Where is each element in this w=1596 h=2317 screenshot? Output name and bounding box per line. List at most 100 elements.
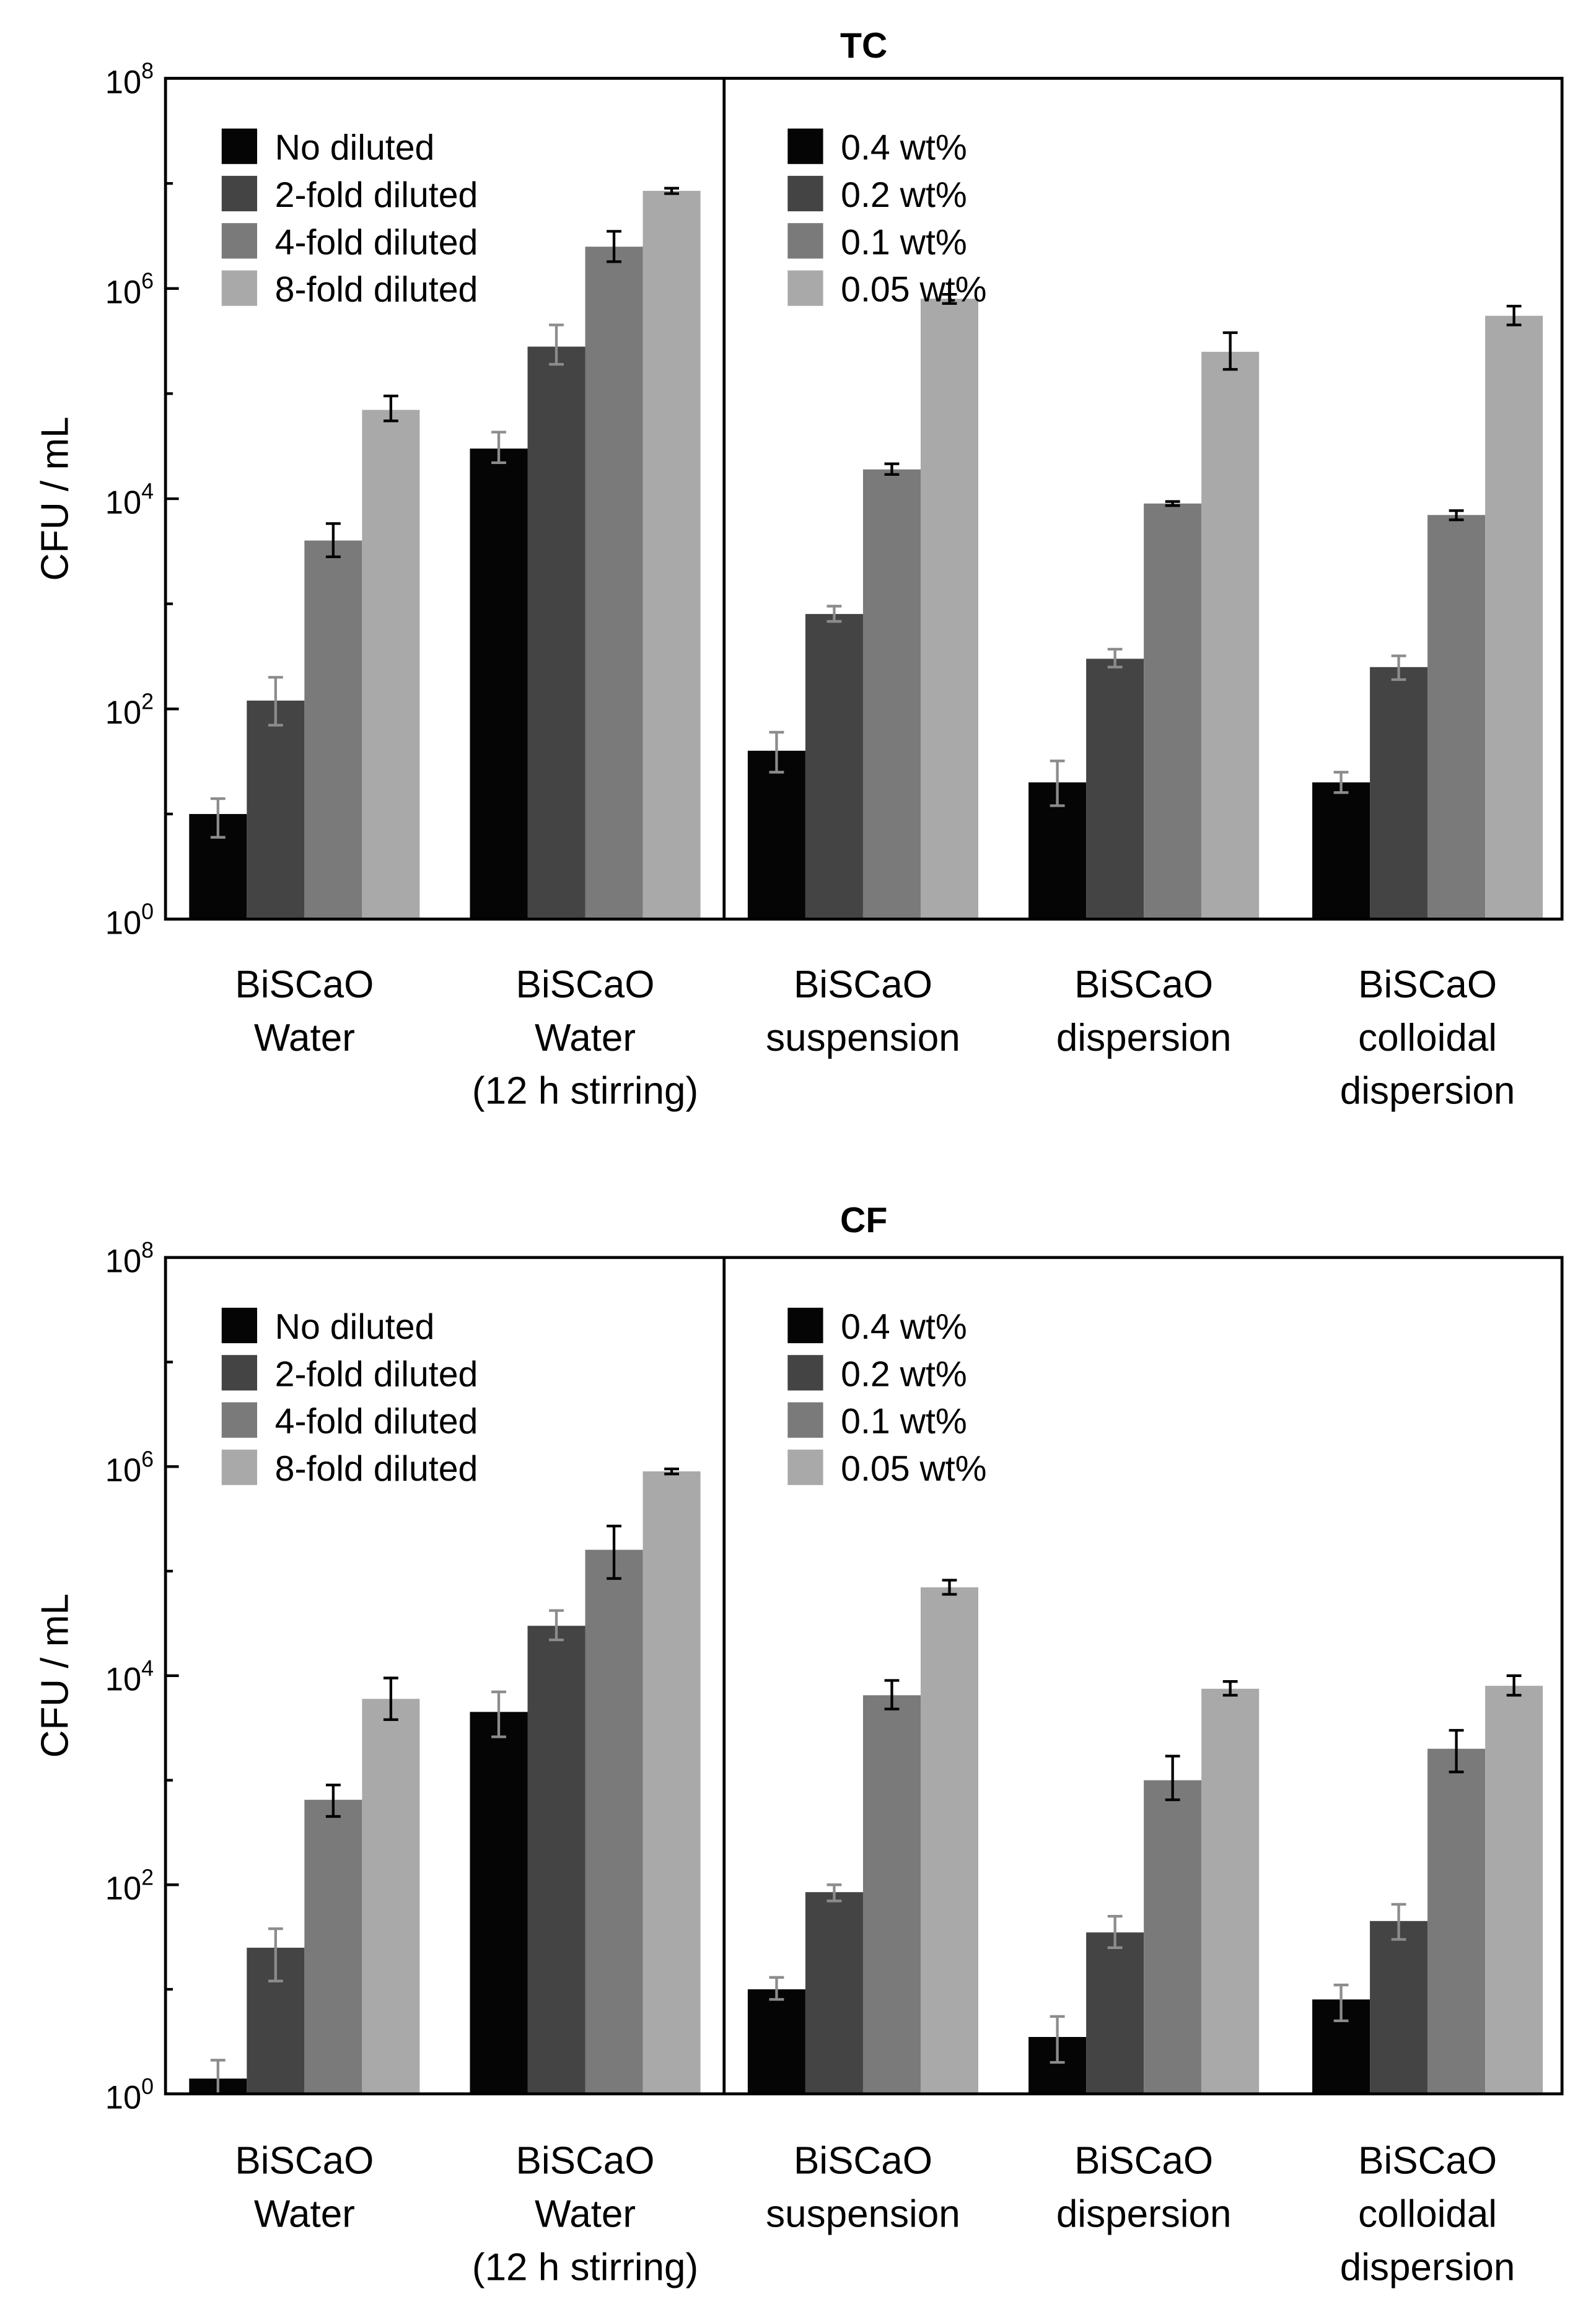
y-tick-label: 100: [105, 900, 154, 942]
panel-title: TC: [840, 26, 887, 66]
bar: [1312, 782, 1370, 919]
category-label: dispersion: [1340, 1070, 1515, 1113]
legend-swatch: [787, 128, 823, 164]
y-tick-label: 104: [105, 479, 154, 521]
bar: [747, 1989, 805, 2094]
category-label: BiSCaO: [516, 2140, 655, 2183]
legend-label: 4-fold diluted: [275, 222, 478, 262]
bar: [1485, 315, 1543, 919]
legend-swatch: [787, 1355, 823, 1391]
category-label: dispersion: [1340, 2246, 1515, 2289]
legend-label: 4-fold diluted: [275, 1402, 478, 1442]
category-label: Water: [535, 1017, 636, 1059]
bar: [805, 614, 863, 919]
bar: [747, 750, 805, 919]
legend-swatch: [221, 223, 258, 259]
category-label: BiSCaO: [1074, 2140, 1213, 2183]
legend-label: 0.4 wt%: [841, 1307, 967, 1347]
bar: [585, 1549, 643, 2094]
legend-label: 8-fold diluted: [275, 270, 478, 310]
category-label: BiSCaO: [235, 2140, 374, 2183]
legend-swatch: [221, 128, 258, 164]
category-label: BiSCaO: [794, 2140, 932, 2183]
bar: [642, 191, 701, 919]
bar: [1427, 515, 1486, 919]
y-axis-label: CFU / mL: [34, 1593, 77, 1758]
legend-label: 0.05 wt%: [841, 1449, 986, 1489]
bar: [1086, 659, 1144, 919]
bar: [470, 449, 528, 919]
legend-swatch: [221, 1355, 258, 1391]
bar: [1144, 1780, 1202, 2094]
category-label: Water: [254, 2192, 355, 2235]
category-label: dispersion: [1056, 1017, 1232, 1059]
legend-label: 8-fold diluted: [275, 1449, 478, 1489]
legend-swatch: [787, 1402, 823, 1438]
bar: [862, 469, 921, 919]
legend-swatch: [787, 1449, 823, 1486]
bar: [920, 1587, 978, 2094]
bar: [304, 540, 362, 919]
bar: [1086, 1932, 1144, 2094]
legend-swatch: [221, 1307, 258, 1344]
category-label: BiSCaO: [1358, 2140, 1497, 2183]
y-axis-label: CFU / mL: [34, 416, 77, 580]
legend-swatch: [787, 1307, 823, 1344]
bar: [1201, 351, 1260, 919]
category-label: suspension: [766, 1017, 960, 1059]
legend-label: 2-fold diluted: [275, 175, 478, 215]
legend-label: 0.05 wt%: [841, 270, 986, 310]
legend-label: 0.2 wt%: [841, 175, 967, 215]
panel-title: CF: [840, 1201, 887, 1240]
category-label: colloidal: [1358, 2192, 1497, 2235]
y-tick-label: 100: [105, 2074, 154, 2116]
legend-label: 0.4 wt%: [841, 128, 967, 168]
bar: [1370, 667, 1428, 919]
category-label: BiSCaO: [235, 963, 374, 1006]
category-label: BiSCaO: [516, 963, 655, 1006]
category-label: Water: [535, 2192, 636, 2235]
bar: [470, 1712, 528, 2094]
bar: [304, 1800, 362, 2094]
legend-swatch: [787, 270, 823, 306]
y-tick-label: 108: [105, 58, 154, 100]
legend-label: 0.2 wt%: [841, 1354, 967, 1394]
category-label: BiSCaO: [1358, 963, 1497, 1006]
y-tick-label: 106: [105, 1447, 154, 1489]
category-label: BiSCaO: [1074, 963, 1213, 1006]
legend-label: No diluted: [275, 128, 435, 168]
bar: [862, 1695, 921, 2094]
bar: [527, 1626, 585, 2094]
bar: [1485, 1686, 1543, 2094]
bar: [1144, 503, 1202, 919]
bar: [247, 700, 305, 919]
y-tick-label: 104: [105, 1656, 154, 1698]
y-tick-label: 108: [105, 1238, 154, 1280]
category-label: BiSCaO: [794, 963, 932, 1006]
bar: [642, 1471, 701, 2094]
category-label: colloidal: [1358, 1017, 1497, 1059]
bar: [585, 247, 643, 919]
legend-swatch: [221, 270, 258, 306]
legend-swatch: [221, 1449, 258, 1486]
bar: [1201, 1688, 1260, 2094]
category-label: (12 h stirring): [472, 2246, 698, 2289]
legend-label: 2-fold diluted: [275, 1354, 478, 1394]
legend-swatch: [221, 1402, 258, 1438]
y-tick-label: 102: [105, 1865, 154, 1907]
category-label: dispersion: [1056, 2192, 1232, 2235]
category-label: (12 h stirring): [472, 1070, 698, 1113]
legend-swatch: [787, 175, 823, 212]
legend-label: No diluted: [275, 1307, 435, 1347]
bar: [805, 1892, 863, 2094]
category-label: suspension: [766, 2192, 960, 2235]
y-tick-label: 102: [105, 689, 154, 731]
legend-swatch: [221, 175, 258, 212]
y-tick-label: 106: [105, 269, 154, 311]
legend-label: 0.1 wt%: [841, 222, 967, 262]
bar: [1427, 1748, 1486, 2094]
bar: [527, 346, 585, 919]
bar: [362, 1699, 420, 2094]
